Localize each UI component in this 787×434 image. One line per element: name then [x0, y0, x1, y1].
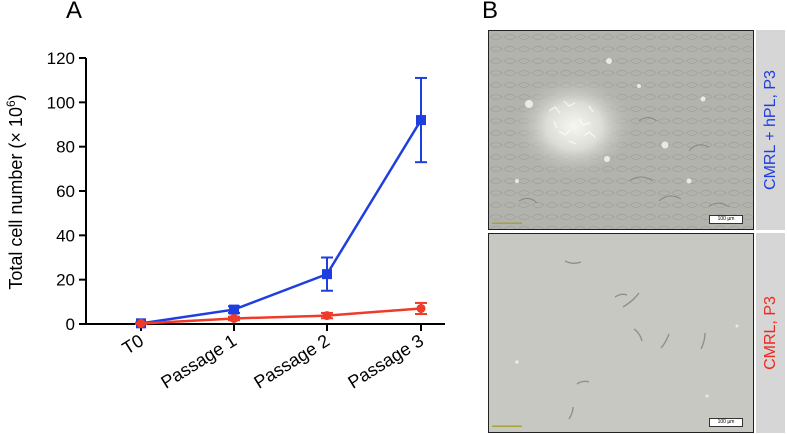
y-tick-label: 60 — [56, 182, 75, 201]
x-tick-label: Passage 2 — [250, 330, 333, 392]
y-tick-label: 40 — [56, 226, 75, 245]
micrograph-cmrl: ▬▬▬▬▬▬ 100 µm — [488, 233, 754, 433]
capture-stamp: ▬▬▬▬▬▬ — [492, 220, 522, 226]
x-tick-label: Passage 1 — [157, 330, 240, 392]
data-point — [322, 269, 332, 280]
panel-a-label: A — [66, 0, 83, 24]
cell-growth-chart: 0 20 40 60 80 100 120 T0 Passage 1 Passage 2 Pass… — [4, 49, 445, 392]
capture-stamp: ▬▬▬▬▬▬ — [492, 423, 522, 429]
data-point — [416, 115, 426, 126]
data-point — [322, 311, 332, 321]
y-tick-label: 80 — [56, 138, 75, 157]
data-point — [136, 319, 146, 329]
micrograph-label-bottom: CMRL, P3 — [756, 233, 785, 433]
series-line — [140, 119, 423, 325]
scale-bar-bottom: 100 µm — [709, 418, 743, 427]
y-axis-label: Total cell number (× 106) — [4, 94, 26, 289]
data-point — [229, 304, 239, 315]
x-tick-label: Passage 3 — [344, 330, 427, 392]
panel-b-label: B — [482, 0, 499, 24]
y-tick-label: 0 — [66, 315, 75, 334]
y-tick-label: 100 — [47, 93, 75, 112]
data-point — [416, 303, 426, 313]
series-line — [140, 307, 422, 325]
micrograph-label-top: CMRL + hPL, P3 — [756, 30, 785, 230]
micrograph-cmrl-hpl: ▬▬▬▬▬▬ 100 µm — [488, 30, 754, 230]
data-point — [229, 313, 239, 323]
y-tick-label: 120 — [47, 49, 75, 68]
y-tick-label: 20 — [56, 271, 75, 290]
series-1 — [135, 76, 427, 329]
scale-bar-top: 100 µm — [709, 215, 743, 224]
x-tick-label: T0 — [119, 330, 147, 358]
series-2 — [135, 301, 427, 329]
